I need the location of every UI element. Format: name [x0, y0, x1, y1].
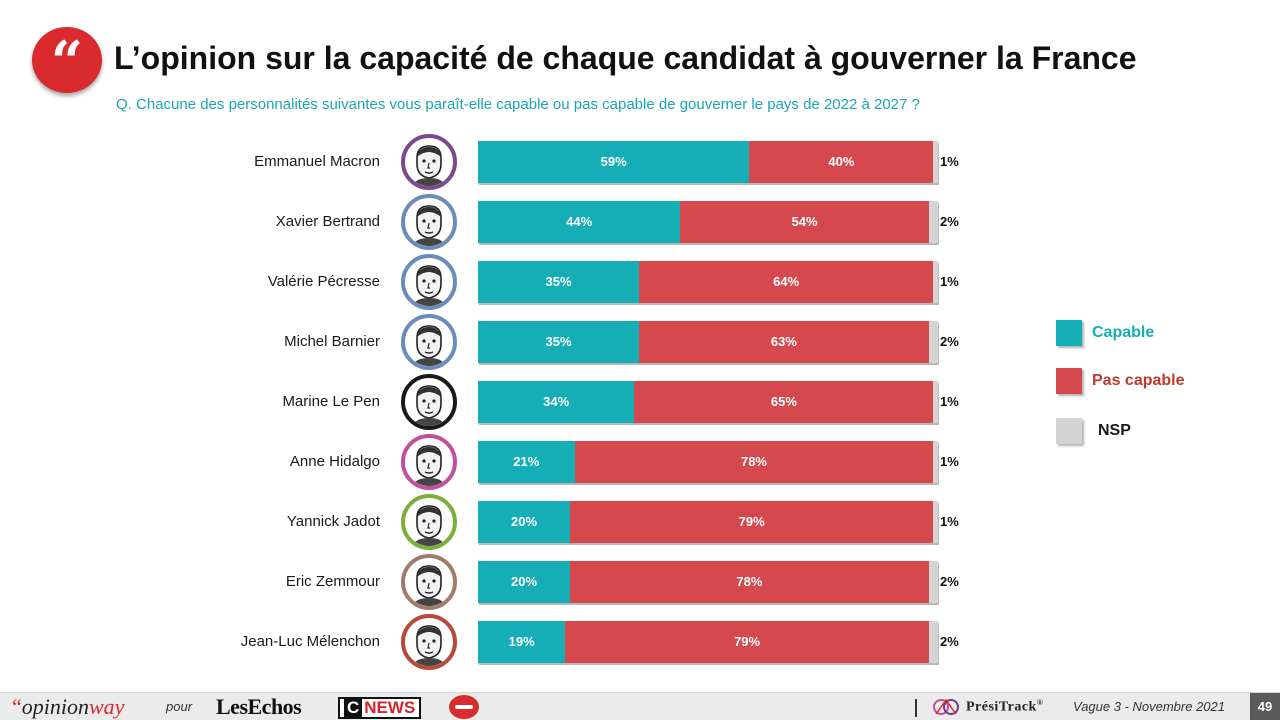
presitrack-text: PrésiTrack® [966, 698, 1044, 715]
nsp-value-label: 1% [940, 514, 959, 529]
candidate-name: Xavier Bertrand [275, 213, 380, 230]
bar-capable: 21% [478, 441, 575, 483]
quote-badge: “ [32, 27, 102, 95]
bar-pas-capable: 78% [574, 441, 934, 483]
quote-glyph: “ [50, 29, 84, 95]
bar-pas-capable: 78% [570, 561, 929, 603]
candidate-portrait-icon [401, 314, 457, 370]
bar-nsp [933, 441, 938, 483]
bar-capable: 35% [478, 261, 639, 303]
candidate-portrait-icon [401, 374, 457, 430]
bar-nsp [928, 201, 938, 243]
bar-capable: 34% [478, 381, 635, 423]
legend-swatch [1056, 368, 1082, 394]
opinionway-logo: “opinionway [12, 694, 125, 719]
candidate-portrait-icon [401, 254, 457, 310]
lesechos-logo: LesEchos [216, 694, 302, 719]
candidate-portrait-icon [401, 434, 457, 490]
presitrack-logo: PrésiTrack® [932, 695, 1043, 719]
candidate-portrait-icon [401, 614, 457, 670]
bar-nsp [928, 321, 938, 363]
candidate-name: Valérie Pécresse [267, 273, 380, 290]
bar-nsp [928, 621, 938, 663]
legend-swatch [1056, 418, 1082, 444]
bar-pas-capable: 64% [639, 261, 934, 303]
cnews-logo: C NEWS [338, 697, 422, 719]
nsp-value-label: 2% [940, 334, 959, 349]
pour-label: pour [166, 699, 193, 714]
candidate-name: Michel Barnier [284, 333, 380, 350]
candidate-name: Marine Le Pen [282, 393, 380, 410]
footer-divider [915, 699, 917, 717]
nsp-value-label: 1% [940, 394, 959, 409]
page-title: L’opinion sur la capacité de chaque cand… [114, 40, 1137, 76]
bar-pas-capable: 79% [570, 501, 934, 543]
bar-nsp [928, 561, 938, 603]
legend-label: Capable [1092, 324, 1155, 341]
candidate-name: Yannick Jadot [286, 513, 380, 530]
bar-pas-capable: 79% [565, 621, 929, 663]
bar-nsp [933, 141, 938, 183]
bar-nsp [933, 381, 938, 423]
bar-nsp [933, 501, 938, 543]
nsp-value-label: 1% [940, 154, 959, 169]
legend-swatch [1056, 320, 1082, 346]
bar-capable: 20% [478, 561, 570, 603]
bar-capable: 59% [478, 141, 750, 183]
bar-capable: 20% [478, 501, 570, 543]
bar-pas-capable: 40% [749, 141, 934, 183]
bar-pas-capable: 54% [680, 201, 929, 243]
candidate-portrait-icon [401, 494, 457, 550]
wave-label: Vague 3 - Novembre 2021 [1073, 699, 1226, 714]
question-subtitle: Q. Chacune des personnalités suivantes v… [116, 96, 920, 113]
candidate-name: Emmanuel Macron [254, 153, 380, 170]
bar-capable: 44% [478, 201, 681, 243]
sudradio-logo [449, 695, 479, 719]
bar-pas-capable: 65% [634, 381, 934, 423]
presitrack-mark-icon [933, 698, 959, 715]
candidate-portrait-icon [401, 194, 457, 250]
legend-label: Pas capable [1092, 372, 1185, 389]
bar-nsp [933, 261, 938, 303]
nsp-value-label: 1% [940, 454, 959, 469]
nsp-value-label: 2% [940, 634, 959, 649]
page-number: 49 [1250, 693, 1280, 720]
legend-label: NSP [1098, 422, 1131, 439]
candidate-name: Eric Zemmour [285, 573, 380, 590]
candidate-name: Anne Hidalgo [289, 453, 380, 470]
bar-pas-capable: 63% [639, 321, 929, 363]
footer-bar: “opinionway pour LesEchos C NEWS PrésiTra… [0, 692, 1280, 720]
nsp-value-label: 1% [940, 274, 959, 289]
nsp-value-label: 2% [940, 574, 959, 589]
candidate-name: Jean-Luc Mélenchon [240, 633, 380, 650]
candidate-portrait-icon [401, 554, 457, 610]
nsp-value-label: 2% [940, 214, 959, 229]
bar-capable: 19% [478, 621, 566, 663]
candidate-portrait-icon [401, 134, 457, 190]
bar-capable: 35% [478, 321, 639, 363]
